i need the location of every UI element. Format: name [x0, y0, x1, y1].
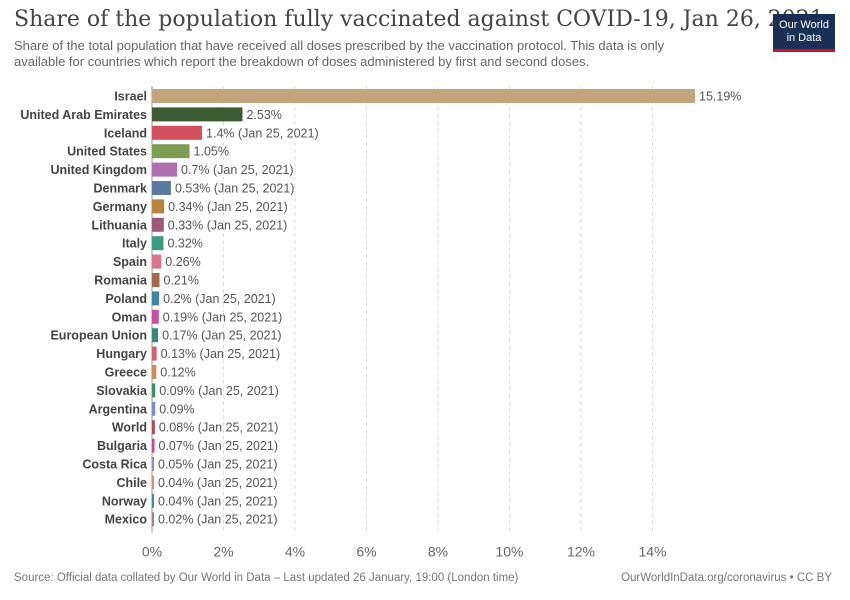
bar-spain[interactable] — [152, 254, 162, 269]
value-label: 0.04% (Jan 25, 2021) — [158, 476, 278, 490]
value-label: 0.09% — [159, 402, 194, 416]
x-tick-label: 4% — [285, 544, 305, 560]
category-label: Slovakia — [96, 384, 148, 398]
bar-united-kingdom[interactable] — [152, 162, 178, 177]
bar-romania[interactable] — [152, 273, 160, 287]
bar-israel[interactable] — [152, 89, 695, 103]
bar-norway[interactable] — [152, 493, 154, 508]
bar-costa-rica[interactable] — [152, 457, 154, 471]
category-label: World — [112, 421, 147, 435]
x-tick-label: 8% — [428, 544, 448, 560]
chart-title: Share of the population fully vaccinated… — [14, 7, 824, 32]
x-tick-label: 10% — [495, 544, 523, 560]
category-label: Iceland — [104, 126, 147, 140]
value-label: 15.19% — [699, 90, 741, 104]
logo-line-2: in Data — [786, 32, 822, 44]
category-label: Greece — [105, 366, 147, 380]
value-label: 2.53% — [246, 108, 281, 122]
bar-argentina[interactable] — [152, 401, 156, 416]
bar-slovakia[interactable] — [152, 383, 156, 398]
chart-subtitle: Share of the total population that have … — [14, 38, 665, 69]
category-label: Lithuania — [91, 218, 148, 232]
logo-line-1: Our World — [779, 19, 829, 31]
category-label: Denmark — [94, 182, 148, 196]
labels: Israel 15.19% United Arab Emirates 2.53% Ice… — [20, 90, 741, 527]
bar-bulgaria[interactable] — [152, 438, 155, 453]
bar-denmark[interactable] — [152, 181, 171, 195]
owid-logo[interactable]: Our World in Data — [773, 14, 835, 52]
bar-iceland[interactable] — [152, 125, 203, 140]
value-label: 0.34% (Jan 25, 2021) — [168, 200, 288, 214]
category-label: Poland — [105, 292, 147, 306]
value-label: 0.19% (Jan 25, 2021) — [163, 310, 283, 324]
value-label: 0.21% — [164, 274, 199, 288]
bar-germany[interactable] — [152, 199, 165, 214]
category-label: Oman — [112, 310, 147, 324]
x-tick-label: 2% — [213, 544, 233, 560]
value-label: 0.17% (Jan 25, 2021) — [162, 329, 282, 343]
category-label: Argentina — [89, 402, 148, 416]
x-tick-label: 6% — [356, 544, 376, 560]
bar-chart: Israel 15.19% United Arab Emirates 2.53% Ice… — [20, 86, 741, 560]
value-label: 0.13% (Jan 25, 2021) — [161, 347, 281, 361]
category-label: Spain — [113, 255, 147, 269]
bar-united-arab-emirates[interactable] — [152, 107, 243, 122]
category-label: United Kingdom — [50, 163, 147, 177]
bars — [152, 89, 695, 527]
value-label: 0.26% — [165, 255, 200, 269]
value-label: 0.7% (Jan 25, 2021) — [181, 163, 294, 177]
value-label: 0.53% (Jan 25, 2021) — [175, 182, 295, 196]
x-tick-label: 12% — [567, 544, 595, 560]
value-label: 0.04% (Jan 25, 2021) — [158, 494, 278, 508]
category-label: Chile — [116, 476, 147, 490]
bar-united-states[interactable] — [152, 144, 190, 159]
value-label: 0.09% (Jan 25, 2021) — [159, 384, 279, 398]
bar-hungary[interactable] — [152, 346, 157, 361]
value-label: 0.07% (Jan 25, 2021) — [159, 439, 279, 453]
value-label: 0.2% (Jan 25, 2021) — [163, 292, 276, 306]
category-label: Hungary — [96, 347, 147, 361]
bar-european-union[interactable] — [152, 328, 159, 343]
value-label: 0.08% (Jan 25, 2021) — [159, 421, 279, 435]
category-label: Bulgaria — [97, 439, 148, 453]
value-label: 0.05% (Jan 25, 2021) — [158, 458, 278, 472]
value-label: 0.02% (Jan 25, 2021) — [158, 513, 278, 527]
category-label: Costa Rica — [82, 458, 148, 472]
category-label: Norway — [102, 494, 147, 508]
value-label: 0.12% — [160, 366, 195, 380]
category-label: European Union — [50, 329, 147, 343]
bar-chile[interactable] — [152, 475, 154, 490]
x-tick-label: 14% — [638, 544, 666, 560]
bar-mexico[interactable] — [152, 512, 154, 527]
category-label: United Arab Emirates — [20, 108, 147, 122]
category-label: Mexico — [105, 513, 148, 527]
bar-lithuania[interactable] — [152, 217, 164, 232]
category-label: Italy — [122, 237, 147, 251]
bar-world[interactable] — [152, 420, 155, 435]
value-label: 0.33% (Jan 25, 2021) — [168, 218, 288, 232]
category-label: Germany — [93, 200, 147, 214]
bar-italy[interactable] — [152, 236, 164, 251]
bar-oman[interactable] — [152, 309, 159, 324]
credit-link[interactable]: OurWorldInData.org/coronavirus • CC BY — [621, 572, 832, 584]
category-label: United States — [67, 145, 147, 159]
x-axis-ticks: 0% 2% 4% 6% 8% 10% 12% 14% — [142, 544, 667, 560]
bar-poland[interactable] — [152, 291, 160, 306]
bar-greece[interactable] — [152, 365, 157, 379]
value-label: 1.05% — [194, 145, 229, 159]
category-label: Israel — [114, 90, 147, 104]
source-note: Source: Official data collated by Our Wo… — [14, 572, 519, 584]
value-label: 1.4% (Jan 25, 2021) — [206, 126, 319, 140]
x-tick-label: 0% — [142, 544, 162, 560]
logo-accent-bar — [773, 49, 835, 52]
category-label: Romania — [94, 274, 148, 288]
value-label: 0.32% — [167, 237, 202, 251]
